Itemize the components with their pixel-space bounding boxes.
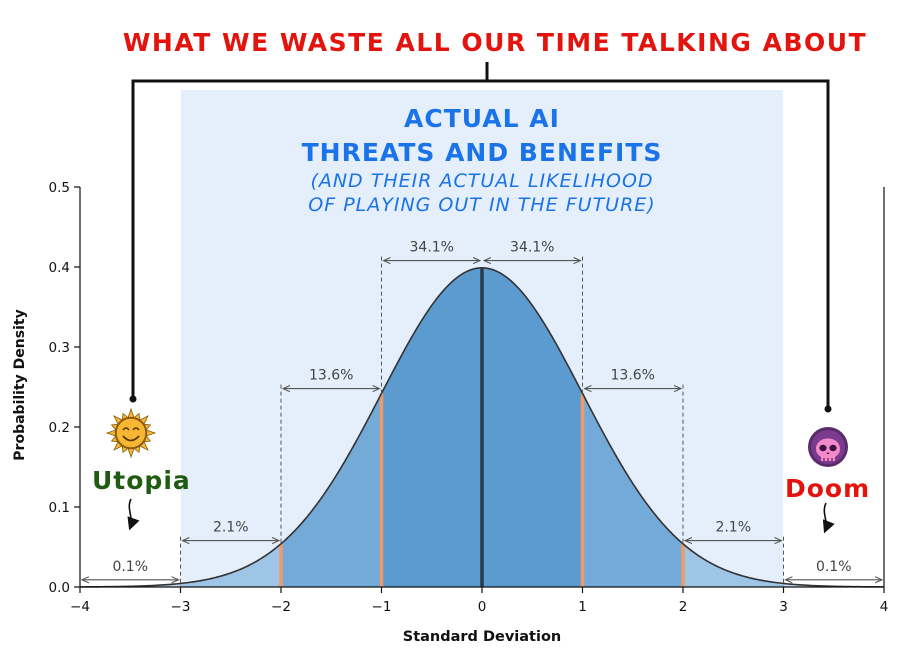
- x-tick-label: 4: [880, 599, 889, 615]
- x-axis-label: Standard Deviation: [403, 629, 562, 645]
- bracket-end-left: [129, 395, 137, 403]
- y-tick-label: 0.5: [49, 180, 70, 196]
- region-label: 2.1%: [213, 520, 249, 536]
- curved-arrow-right: [822, 502, 835, 534]
- y-tick-label: 0.3: [49, 340, 70, 356]
- x-tick-label: −2: [271, 599, 291, 615]
- region-label: 34.1%: [510, 240, 554, 256]
- pink-skull-icon: [808, 427, 848, 467]
- center-title-line1: ACTUAL AI: [404, 104, 560, 133]
- center-subtitle-line2: OF PLAYING OUT IN THE FUTURE): [308, 194, 656, 216]
- bracket-end-right: [824, 405, 832, 413]
- y-axis-label: Probability Density: [12, 309, 28, 460]
- smiling-sun-icon: [105, 407, 157, 459]
- x-tick-label: −4: [70, 599, 90, 615]
- region-label: 2.1%: [715, 520, 751, 536]
- fill-outer-left: [180, 543, 281, 587]
- fill-outer-right: [683, 543, 784, 587]
- banner-title: WHAT WE WASTE ALL OUR TIME TALKING ABOUT: [122, 28, 868, 57]
- x-tick-label: −1: [372, 599, 392, 615]
- y-tick-label: 0.0: [49, 580, 70, 596]
- center-title-line2: THREATS AND BENEFITS: [301, 138, 663, 167]
- x-tick-label: 3: [779, 599, 788, 615]
- x-tick-label: 1: [578, 599, 587, 615]
- region-label: 34.1%: [410, 240, 454, 256]
- region-label: 0.1%: [816, 559, 852, 575]
- doom-label: Doom: [785, 474, 871, 503]
- y-tick-label: 0.2: [49, 420, 70, 436]
- utopia-label: Utopia: [92, 466, 191, 495]
- region-label: 0.1%: [112, 559, 148, 575]
- x-tick-label: −3: [171, 599, 191, 615]
- center-subtitle-line1: (AND THEIR ACTUAL LIKELIHOOD: [310, 170, 654, 192]
- region-label: 13.6%: [309, 368, 353, 384]
- x-tick-label: 2: [679, 599, 688, 615]
- y-tick-label: 0.4: [49, 260, 70, 276]
- y-tick-label: 0.1: [49, 500, 70, 516]
- region-label: 13.6%: [611, 368, 655, 384]
- banner-bracket: [131, 62, 830, 408]
- curved-arrow-left: [127, 498, 140, 531]
- x-tick-label: 0: [478, 599, 487, 615]
